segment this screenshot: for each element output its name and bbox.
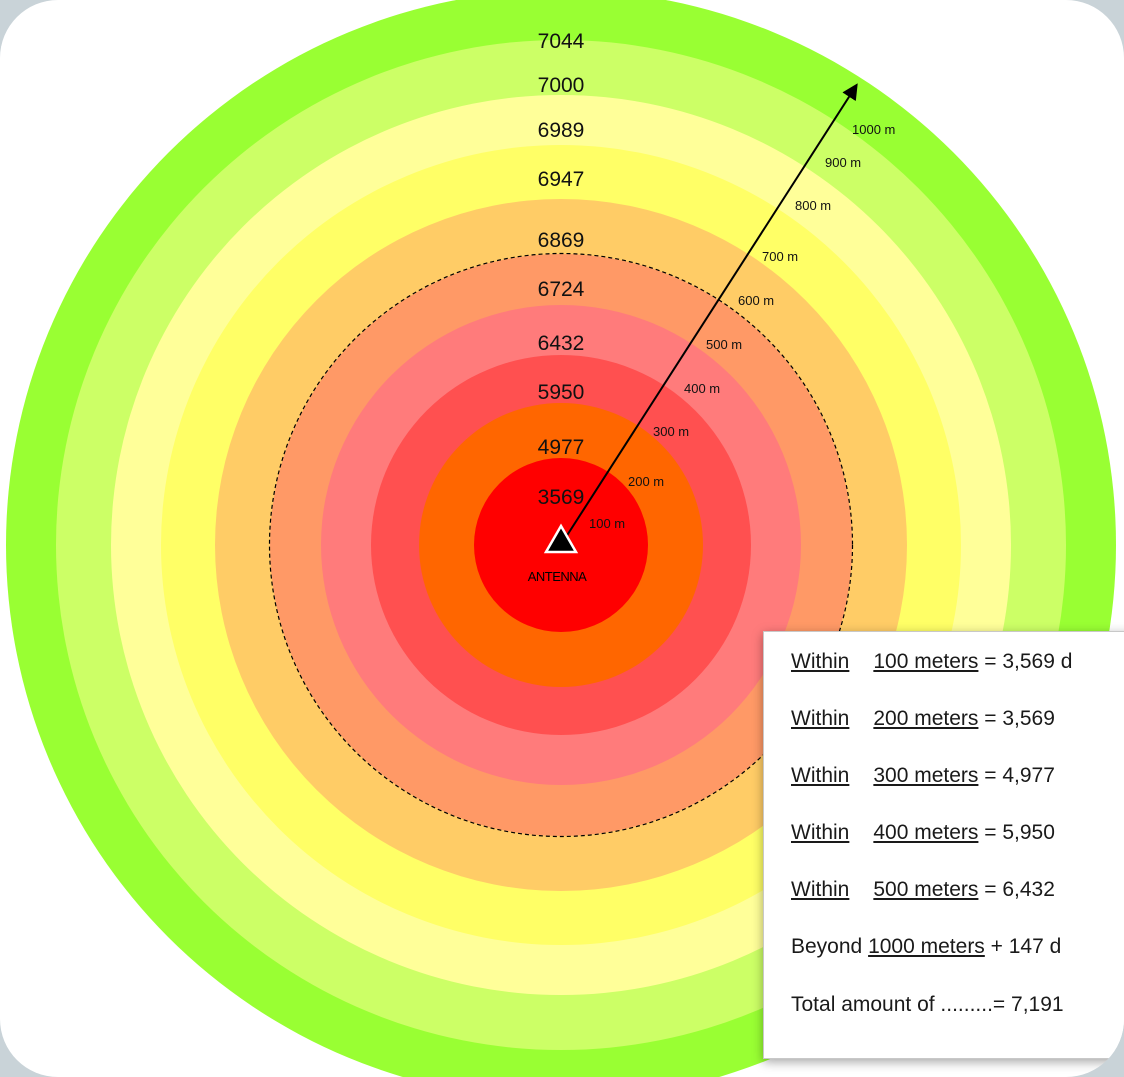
radius-arrow [565, 83, 858, 538]
row-prefix: Within [791, 764, 850, 787]
distance-label: 200 m [628, 474, 664, 489]
summary-row-4: Within 400 meters = 5,950 [791, 821, 1055, 845]
row-value: = 3,569 d [984, 650, 1073, 673]
ring-count-label: 6947 [538, 168, 585, 191]
row-distance: 300 meters [873, 764, 979, 787]
ring-count-label: 5950 [538, 381, 585, 404]
row-distance: 200 meters [873, 707, 979, 730]
distance-label: 100 m [589, 516, 625, 531]
row-value: = 4,977 [984, 764, 1055, 787]
summary-row-1: Within 100 meters = 3,569 d [791, 650, 1072, 674]
row-distance: 100 meters [873, 650, 979, 673]
summary-row-beyond: Beyond 1000 meters + 147 d [791, 935, 1061, 959]
row-prefix: Within [791, 878, 850, 901]
row-value: = 3,569 [984, 707, 1055, 730]
ring-count-label: 4977 [538, 436, 585, 459]
row-value: + 147 d [990, 935, 1062, 958]
distance-label: 600 m [738, 293, 774, 308]
distance-label: 500 m [706, 337, 742, 352]
antenna-label: ANTENNA [528, 569, 587, 584]
row-prefix: Within [791, 821, 850, 844]
summary-row-3: Within 300 meters = 4,977 [791, 764, 1055, 788]
ring-count-label: 3569 [538, 486, 585, 509]
ring-count-label: 6989 [538, 119, 585, 142]
dashed-ring-500m [268, 252, 854, 838]
distance-label: 700 m [762, 249, 798, 264]
distance-label: 900 m [825, 155, 861, 170]
row-value: = 5,950 [984, 821, 1055, 844]
summary-panel: Within 100 meters = 3,569 d Within 200 met… [763, 631, 1124, 1059]
row-prefix: Beyond [791, 935, 863, 958]
total-text: Total amount of .........= 7,191 [791, 993, 1064, 1016]
ring-count-label: 7044 [538, 30, 585, 53]
ring-count-label: 6869 [538, 229, 585, 252]
ring-count-label: 6724 [538, 278, 585, 301]
distance-label: 400 m [684, 381, 720, 396]
row-distance: 400 meters [873, 821, 979, 844]
row-distance: 1000 meters [868, 935, 985, 958]
summary-row-2: Within 200 meters = 3,569 [791, 707, 1055, 731]
ring-count-label: 6432 [538, 332, 585, 355]
distance-label: 1000 m [852, 122, 895, 137]
row-distance: 500 meters [873, 878, 979, 901]
ring-count-label: 7000 [538, 74, 585, 97]
antenna-triangle-icon [543, 523, 579, 554]
row-value: = 6,432 [984, 878, 1055, 901]
distance-label: 300 m [653, 424, 689, 439]
summary-row-5: Within 500 meters = 6,432 [791, 878, 1055, 902]
row-prefix: Within [791, 650, 850, 673]
summary-row-total: Total amount of .........= 7,191 [791, 993, 1064, 1017]
row-prefix: Within [791, 707, 850, 730]
distance-label: 800 m [795, 198, 831, 213]
